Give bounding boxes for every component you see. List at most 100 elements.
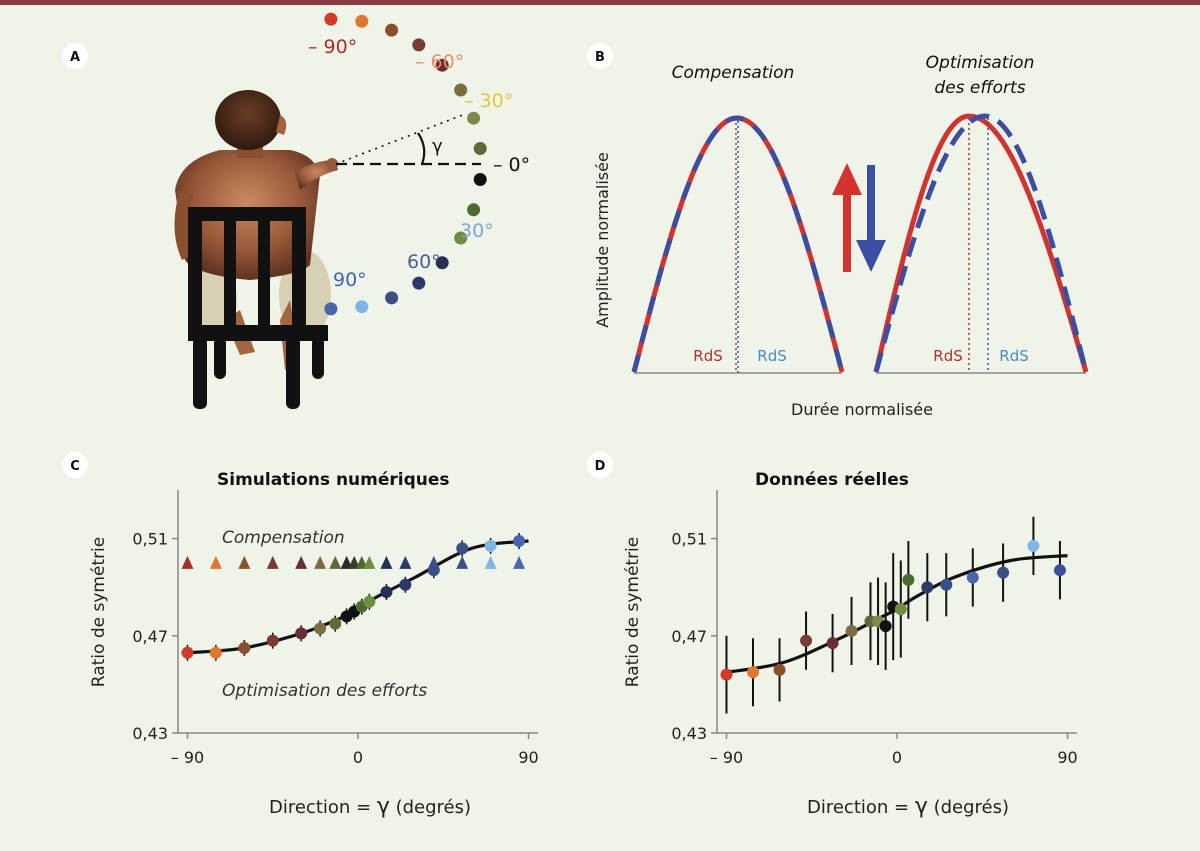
panel-b-ylabel: Amplitude normalisée xyxy=(593,152,612,328)
chart-c-compensation-annotation: Compensation xyxy=(222,528,345,548)
y-tick-label: 0,51 xyxy=(671,530,707,549)
data-point xyxy=(997,566,1010,579)
data-point xyxy=(209,646,222,659)
compensation-point xyxy=(329,555,342,569)
data-point xyxy=(456,542,469,555)
chart-d-plot: 0,43 0,47 0,51 – 90 0 90 xyxy=(671,490,1078,767)
data-point xyxy=(747,666,759,679)
chair xyxy=(188,207,328,409)
y-tick-label: 0,47 xyxy=(132,627,168,646)
optimisation-rds-right: RdS xyxy=(999,347,1028,365)
data-point xyxy=(380,586,393,599)
chair-slat-2 xyxy=(258,221,270,337)
angle-label-minus-30: – 30° xyxy=(464,90,513,112)
chart-c-title: Simulations numériques xyxy=(217,470,450,490)
target-dot xyxy=(467,111,481,125)
compensation-point xyxy=(456,555,469,569)
compensation-point xyxy=(355,555,368,569)
angle-label-zero: – 0° xyxy=(493,154,530,176)
compensation-curve-blue xyxy=(631,115,845,373)
target-dot xyxy=(355,14,369,28)
compensation-point xyxy=(363,555,376,569)
chart-d-ylabel: Ratio de symétrie xyxy=(623,537,643,687)
data-point xyxy=(329,617,342,630)
up-arrow-head xyxy=(832,163,862,195)
angle-label-minus-90: – 90° xyxy=(308,36,357,58)
chair-seat xyxy=(188,325,328,341)
target-dot xyxy=(435,58,449,72)
compensation-point xyxy=(484,555,497,569)
down-arrow-shaft xyxy=(867,165,875,243)
data-point xyxy=(826,637,839,650)
chair-left-post xyxy=(188,207,202,337)
panel-d: D Données réelles Ratio de symétrie Dire… xyxy=(587,452,1078,819)
chart-c-xlabel: Direction = γ (degrés) xyxy=(269,794,471,819)
chair-right-post xyxy=(292,207,306,337)
chair-slat-1 xyxy=(224,221,236,337)
optimisation-curve-red xyxy=(873,113,1089,373)
chart-c-plot: 0,43 0,47 0,51 – 90 0 90 xyxy=(132,490,539,767)
fit-curve xyxy=(187,539,529,655)
down-arrow-head xyxy=(856,240,886,272)
y-tick-label: 0,47 xyxy=(671,627,707,646)
target-dot xyxy=(324,302,338,316)
compensation-point xyxy=(513,555,526,569)
panel-d-badge xyxy=(587,452,613,478)
target-dot xyxy=(473,173,487,186)
target-dot xyxy=(385,291,399,305)
panel-c-letter: C xyxy=(70,459,80,474)
data-point xyxy=(966,571,979,584)
data-point xyxy=(181,646,194,659)
gamma-direction-line xyxy=(335,113,466,165)
x-tick-label: 90 xyxy=(518,748,538,767)
data-point xyxy=(921,581,934,594)
gamma-arc xyxy=(417,132,426,165)
data-point xyxy=(1027,539,1040,552)
head xyxy=(215,90,281,150)
data-point xyxy=(845,624,858,637)
data-point xyxy=(295,627,308,640)
chair-leg-3 xyxy=(286,337,300,409)
data-point xyxy=(314,622,327,635)
x-tick-label: 0 xyxy=(353,748,363,767)
up-arrow-shaft xyxy=(843,190,851,272)
optimisation-title-line2: des efforts xyxy=(934,78,1025,98)
data-point xyxy=(238,641,251,654)
x-tick-label: 0 xyxy=(892,748,902,767)
compensation-point xyxy=(181,555,194,569)
data-point xyxy=(513,535,526,548)
panel-a: A xyxy=(62,12,530,409)
compensation-point xyxy=(238,555,251,569)
compensation-point xyxy=(295,555,308,569)
data-point xyxy=(902,573,915,586)
chart-c-optimisation-annotation: Optimisation des efforts xyxy=(222,681,427,701)
optimisation-title-line1: Optimisation xyxy=(926,53,1035,73)
target-dots xyxy=(324,12,487,316)
compensation-point xyxy=(314,555,327,569)
chair-top-rail xyxy=(188,207,306,221)
chart-c-ylabel: Ratio de symétrie xyxy=(89,537,109,687)
target-dot xyxy=(435,256,449,270)
x-tick-label: – 90 xyxy=(171,748,204,767)
target-dot xyxy=(412,38,426,52)
target-dot xyxy=(454,231,468,245)
data-point xyxy=(894,603,907,616)
compensation-point xyxy=(209,555,222,569)
angle-label-60: 60° xyxy=(407,251,441,273)
panel-a-badge xyxy=(62,43,88,69)
arrows xyxy=(832,163,886,272)
compensation-point xyxy=(399,555,412,569)
compensation-point xyxy=(266,555,279,569)
y-tick-label: 0,51 xyxy=(132,530,168,549)
compensation-point xyxy=(348,555,361,569)
data-point xyxy=(266,634,279,647)
compensation-rds-left: RdS xyxy=(693,347,722,365)
data-point xyxy=(720,668,733,681)
panel-b-xlabel: Durée normalisée xyxy=(791,400,933,419)
data-point xyxy=(484,539,497,552)
target-dot xyxy=(473,142,487,155)
compensation-point xyxy=(427,555,440,569)
y-tick-label: 0,43 xyxy=(671,724,707,743)
hand xyxy=(326,158,338,170)
